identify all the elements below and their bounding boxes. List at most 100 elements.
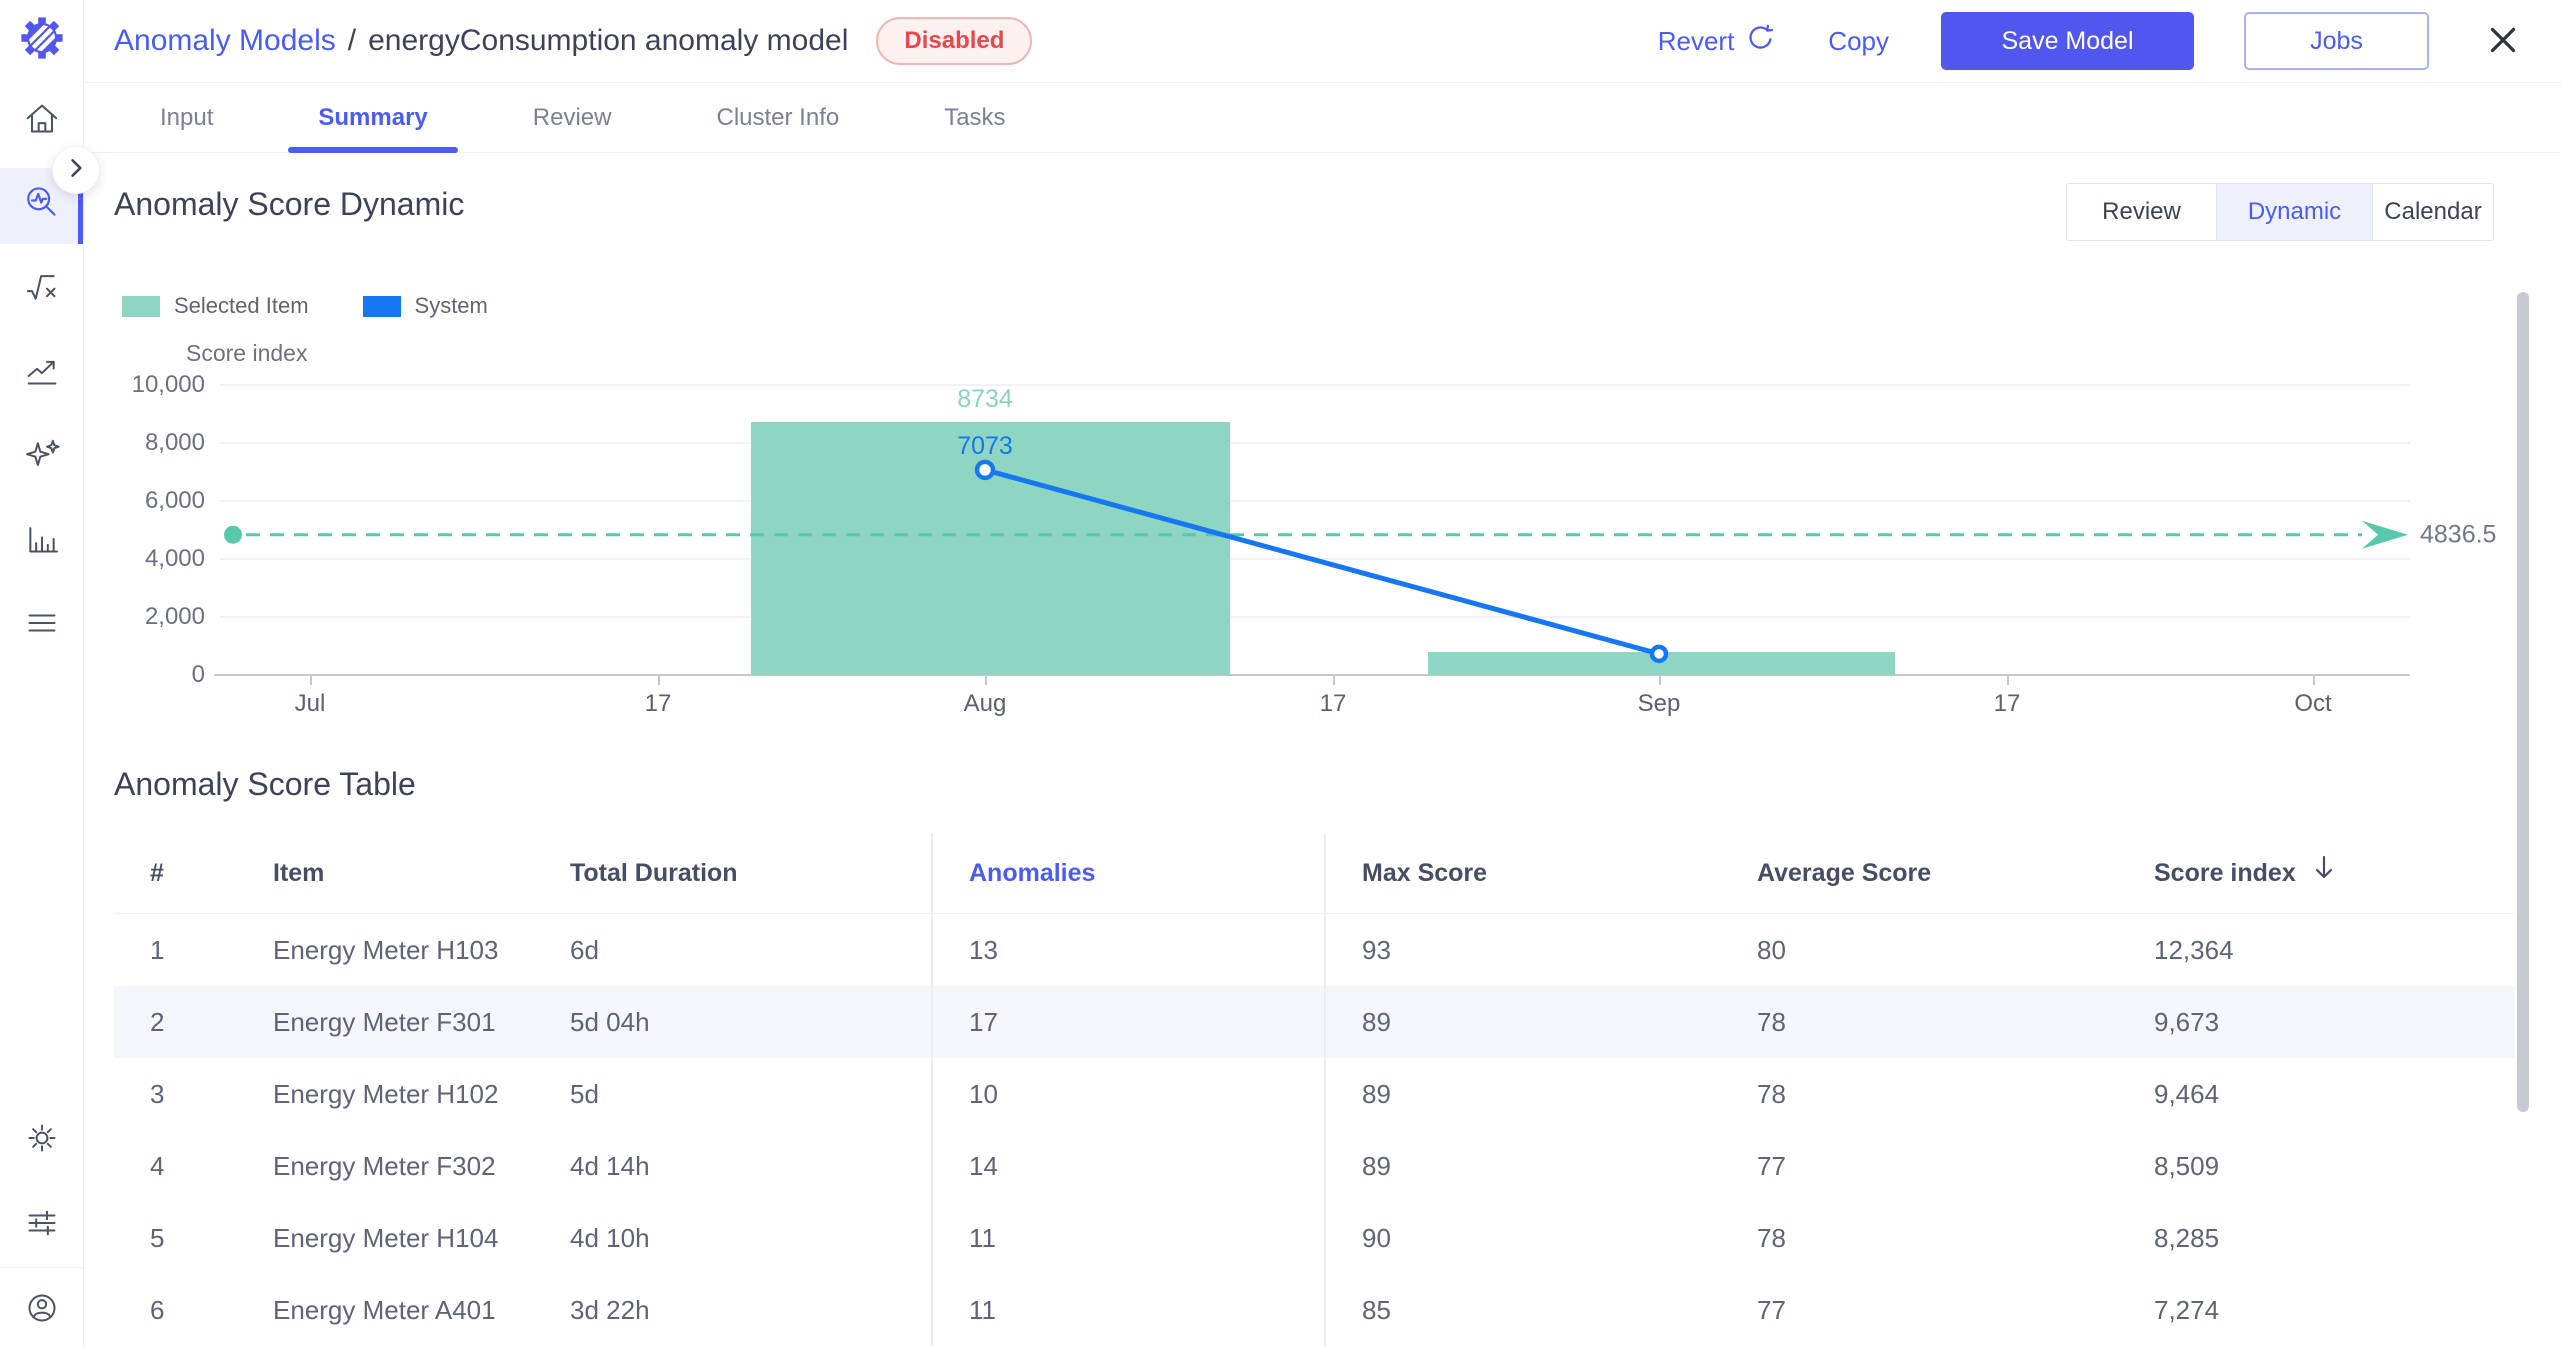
tab-input[interactable]: Input xyxy=(160,103,214,131)
sidebar-item-settings-gear[interactable] xyxy=(0,1119,84,1161)
sidebar-item-trend[interactable] xyxy=(0,352,84,394)
tab-tasks[interactable]: Tasks xyxy=(944,103,1006,131)
cell-num: 2 xyxy=(150,1007,165,1037)
cell-max: 89 xyxy=(1362,1151,1391,1181)
sidebar-expand-button[interactable] xyxy=(52,146,100,194)
column-header-#[interactable]: # xyxy=(150,859,164,887)
tab-review[interactable]: Review xyxy=(532,103,612,131)
sidebar-bottom-items xyxy=(0,1119,84,1331)
anomaly-search-icon xyxy=(22,183,62,228)
cell-duration: 5d xyxy=(570,1079,599,1109)
y-axis-title: Score index xyxy=(186,340,308,366)
y-tick-label: 2,000 xyxy=(144,603,205,630)
legend-item-system[interactable]: System xyxy=(362,293,488,319)
x-tick-label: Oct xyxy=(2294,690,2332,717)
cell-num: 6 xyxy=(150,1295,165,1325)
cell-max: 90 xyxy=(1362,1223,1391,1253)
table-row-6[interactable]: 6 Energy Meter A401 3d 22h 11 85 77 7,274 xyxy=(114,1274,2514,1346)
tab-cluster-info[interactable]: Cluster Info xyxy=(716,103,840,131)
table-row-5[interactable]: 5 Energy Meter H104 4d 10h 11 90 78 8,285 xyxy=(114,1202,2514,1274)
table-row-2[interactable]: 2 Energy Meter F301 5d 04h 17 89 78 9,673 xyxy=(114,986,2514,1058)
y-tick-label: 10,000 xyxy=(131,371,205,398)
legend-label: System xyxy=(414,293,488,318)
table-body: 1 Energy Meter H103 6d 13 93 80 12,364 2 Energy … xyxy=(114,914,2514,1346)
column-header-anomalies[interactable]: Anomalies xyxy=(931,833,1326,913)
sidebar-item-sliders[interactable] xyxy=(0,1204,84,1246)
column-header-average-score[interactable]: Average Score xyxy=(1757,859,1932,887)
table-row-3[interactable]: 3 Energy Meter H102 5d 10 89 78 9,464 xyxy=(114,1058,2514,1130)
x-tick-label: 17 xyxy=(1319,690,1347,717)
table-row-1[interactable]: 1 Energy Meter H103 6d 13 93 80 12,364 xyxy=(114,914,2514,986)
cell-avg: 77 xyxy=(1757,1295,1786,1325)
sidebar-item-bar-chart[interactable] xyxy=(0,520,84,562)
app-logo-icon[interactable] xyxy=(16,12,68,64)
jobs-button[interactable]: Jobs xyxy=(2244,12,2429,70)
view-toggle-calendar[interactable]: Calendar xyxy=(2372,183,2494,241)
x-tick-mark xyxy=(985,676,987,685)
sliders-icon xyxy=(22,1203,62,1248)
sidebar-item-menu-lines[interactable] xyxy=(0,604,84,646)
revert-icon xyxy=(1746,23,1776,60)
sidebar-item-home[interactable] xyxy=(0,100,84,142)
sparkles-icon xyxy=(22,435,62,480)
cell-max: 85 xyxy=(1362,1295,1391,1325)
status-badge: Disabled xyxy=(876,17,1033,65)
tabs: Input Summary Review Cluster Info Tasks xyxy=(84,83,2561,153)
cell-max: 89 xyxy=(1362,1007,1391,1037)
breadcrumb: Anomaly Models / energyConsumption anoma… xyxy=(114,24,848,58)
x-tick-mark xyxy=(1659,676,1661,685)
cell-max: 93 xyxy=(1362,935,1391,965)
gridline xyxy=(220,442,2410,444)
gridline xyxy=(220,500,2410,502)
home-icon xyxy=(22,99,62,144)
cell-item: Energy Meter F302 xyxy=(273,1151,496,1181)
x-tick-label: 17 xyxy=(644,690,672,717)
cell-anomalies: 17 xyxy=(931,986,1326,1058)
cell-avg: 78 xyxy=(1757,1007,1786,1037)
table-section-title: Anomaly Score Table xyxy=(114,766,416,802)
revert-button[interactable]: Revert xyxy=(1658,23,1777,60)
view-toggle-dynamic[interactable]: Dynamic xyxy=(2216,183,2373,241)
sidebar-top-items xyxy=(0,100,84,646)
column-header-score-index[interactable]: Score index xyxy=(2118,833,2514,913)
x-tick-mark xyxy=(310,676,312,685)
sidebar-item-account[interactable] xyxy=(0,1289,84,1331)
close-button[interactable] xyxy=(2481,19,2525,63)
sidebar-item-anomaly-search[interactable] xyxy=(0,184,84,226)
column-header-item[interactable]: Item xyxy=(273,859,325,887)
cell-anomalies: 11 xyxy=(931,1274,1326,1346)
save-model-button[interactable]: Save Model xyxy=(1941,12,2194,70)
x-tick-label: Jul xyxy=(294,690,326,717)
sidebar xyxy=(0,0,84,1348)
table-row-4[interactable]: 4 Energy Meter F302 4d 14h 14 89 77 8,509 xyxy=(114,1130,2514,1202)
x-tick-mark xyxy=(1333,676,1335,685)
cell-duration: 3d 22h xyxy=(570,1295,650,1325)
tab-summary[interactable]: Summary xyxy=(288,83,459,153)
bar-value-label: 8734 xyxy=(957,384,1013,413)
x-axis-line xyxy=(214,674,2410,676)
chart-section-title: Anomaly Score Dynamic xyxy=(114,186,465,222)
table-header-row: # Item Total Duration Anomalies Max Score Ave… xyxy=(114,833,2514,914)
settings-gear-icon xyxy=(22,1118,62,1163)
sidebar-item-square-root[interactable] xyxy=(0,268,84,310)
cell-item: Energy Meter H103 xyxy=(273,935,499,965)
legend-item-selected-item[interactable]: Selected Item xyxy=(122,293,309,319)
x-tick-mark xyxy=(658,676,660,685)
cell-anomalies: 10 xyxy=(931,1058,1326,1130)
sidebar-active-indicator xyxy=(78,168,83,244)
column-header-total-duration[interactable]: Total Duration xyxy=(570,859,738,887)
cell-anomalies: 13 xyxy=(931,914,1326,986)
sidebar-item-sparkles[interactable] xyxy=(0,436,84,478)
breadcrumb-parent-link[interactable]: Anomaly Models xyxy=(114,24,336,57)
copy-button[interactable]: Copy xyxy=(1828,25,1889,56)
cell-duration: 6d xyxy=(570,935,599,965)
header-actions: Revert Copy Save Model Jobs xyxy=(1658,12,2525,70)
cell-duration: 5d 04h xyxy=(570,1007,650,1037)
vertical-scrollbar-thumb[interactable] xyxy=(2517,292,2529,1112)
cell-num: 5 xyxy=(150,1223,165,1253)
view-toggle-review[interactable]: Review xyxy=(2066,183,2217,241)
bar-chart-icon xyxy=(22,519,62,564)
cell-item: Energy Meter H102 xyxy=(273,1079,499,1109)
column-header-max-score[interactable]: Max Score xyxy=(1362,859,1488,887)
bar-selected-item-sep[interactable] xyxy=(1428,651,1895,675)
